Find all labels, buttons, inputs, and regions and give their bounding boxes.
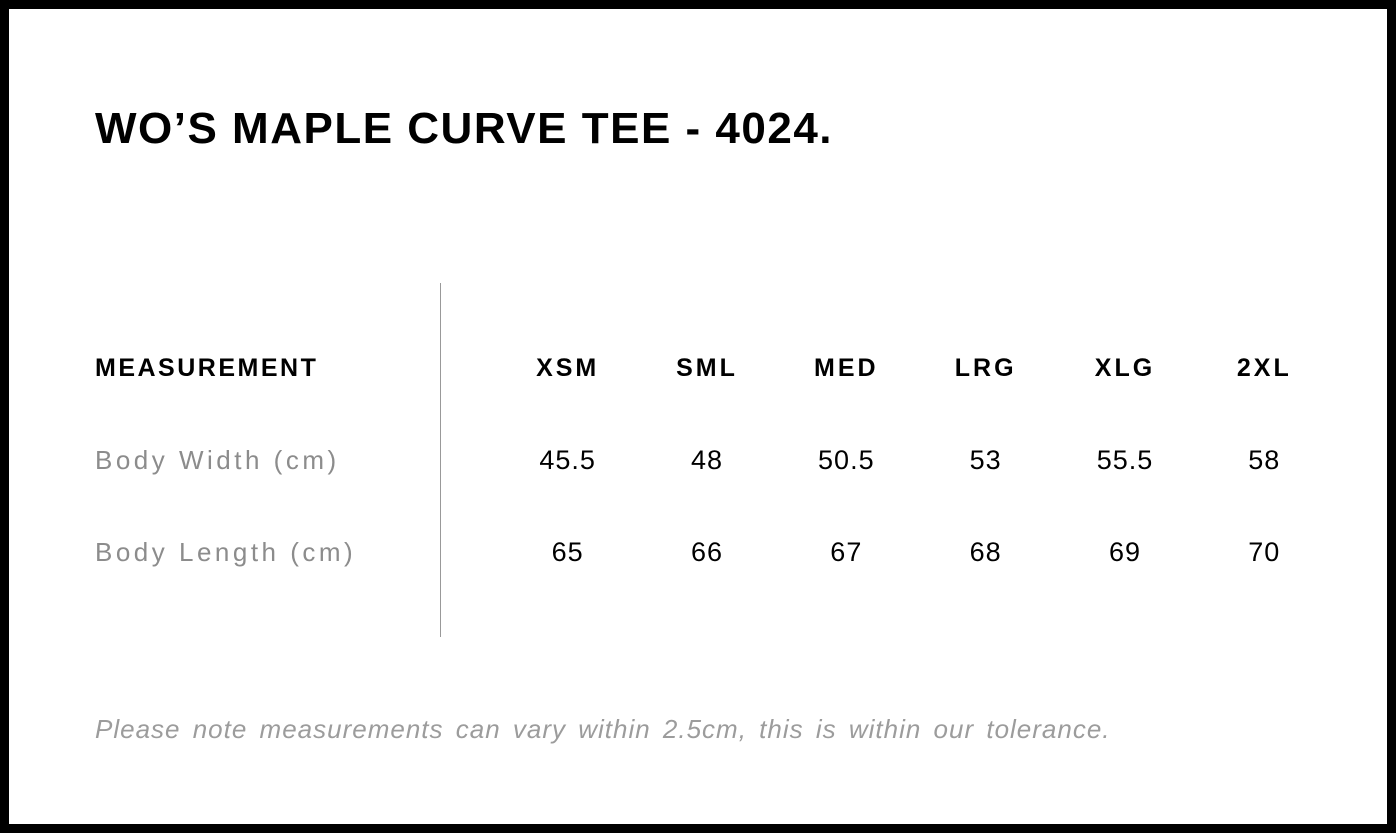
table-header-row: MEASUREMENT XSM SML MED LRG XLG 2XL bbox=[95, 323, 1334, 415]
size-table: MEASUREMENT XSM SML MED LRG XLG 2XL Body… bbox=[95, 282, 1334, 637]
product-title: WO’S MAPLE CURVE TEE - 4024. bbox=[95, 104, 834, 153]
measurement-value: 58 bbox=[1248, 445, 1281, 476]
measurement-value: 48 bbox=[690, 445, 724, 476]
measurement-value: 69 bbox=[1108, 537, 1141, 568]
measurement-value: 67 bbox=[830, 537, 863, 568]
measurement-header: MEASUREMENT bbox=[95, 354, 319, 383]
size-header-lrg: LRG bbox=[954, 354, 1017, 383]
measurement-value: 66 bbox=[690, 537, 724, 568]
measurement-value: 70 bbox=[1248, 537, 1281, 568]
measurement-value: 68 bbox=[969, 537, 1002, 568]
size-header-med: MED bbox=[814, 354, 879, 383]
row-label: Body Width (cm) bbox=[95, 445, 340, 476]
size-header-xsm: XSM bbox=[536, 354, 600, 383]
measurement-value: 55.5 bbox=[1096, 445, 1154, 476]
table-row-body-length: Body Length (cm) 65 66 67 68 69 70 bbox=[95, 507, 1334, 599]
size-header-sml: SML bbox=[676, 354, 738, 383]
table-row-body-width: Body Width (cm) 45.5 48 50.5 53 55.5 58 bbox=[95, 415, 1334, 507]
table-divider bbox=[440, 282, 441, 637]
measurement-value: 45.5 bbox=[539, 445, 596, 476]
row-values: 65 66 67 68 69 70 bbox=[440, 537, 1334, 568]
size-header-2xl: 2XL bbox=[1236, 354, 1292, 383]
measurement-value: 53 bbox=[969, 445, 1002, 476]
measurement-value: 65 bbox=[551, 537, 584, 568]
row-label: Body Length (cm) bbox=[95, 537, 357, 568]
row-values: 45.5 48 50.5 53 55.5 58 bbox=[440, 445, 1334, 476]
size-header-group: XSM SML MED LRG XLG 2XL bbox=[440, 354, 1334, 383]
page-content: WO’S MAPLE CURVE TEE - 4024. MEASUREMENT… bbox=[9, 103, 1387, 745]
tolerance-note: Please note measurements can vary within… bbox=[95, 713, 1111, 744]
size-header-xlg: XLG bbox=[1094, 354, 1156, 383]
measurement-value: 50.5 bbox=[818, 445, 875, 476]
